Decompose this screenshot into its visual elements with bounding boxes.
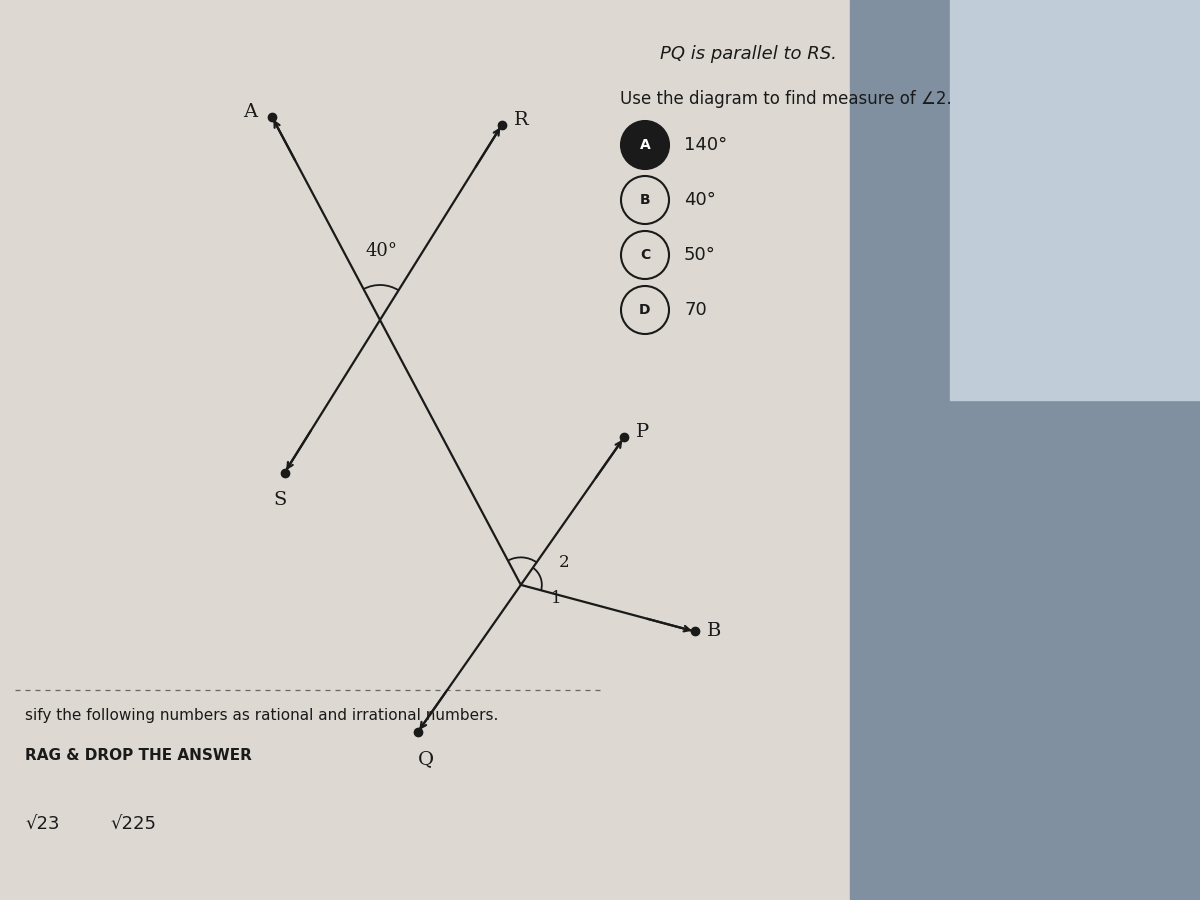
Text: P: P	[636, 423, 649, 441]
Bar	[850, 0, 1200, 900]
Text: 140°: 140°	[684, 136, 727, 154]
Text: 40°: 40°	[684, 191, 716, 209]
Text: RAG & DROP THE ANSWER: RAG & DROP THE ANSWER	[25, 748, 252, 763]
Text: 50°: 50°	[684, 246, 716, 264]
Text: S: S	[272, 491, 287, 508]
Text: sify the following numbers as rational and irrational numbers.: sify the following numbers as rational a…	[25, 708, 498, 723]
Text: B: B	[640, 193, 650, 207]
Bar	[0, 0, 850, 900]
Text: 1: 1	[551, 590, 562, 607]
Text: 70: 70	[684, 301, 707, 319]
Text: 40°: 40°	[366, 242, 398, 260]
Text: B: B	[707, 623, 721, 641]
Text: Use the diagram to find measure of ∠2.: Use the diagram to find measure of ∠2.	[620, 90, 952, 108]
Text: A: A	[640, 138, 650, 152]
Text: PQ is parallel to RS.: PQ is parallel to RS.	[660, 45, 836, 63]
Text: R: R	[514, 111, 529, 129]
Text: √225: √225	[110, 815, 156, 833]
Text: Q: Q	[418, 751, 433, 769]
Text: A: A	[242, 103, 257, 121]
Text: D: D	[640, 303, 650, 317]
Text: C: C	[640, 248, 650, 262]
Bar	[950, 0, 1200, 400]
Text: 2: 2	[559, 554, 570, 572]
Circle shape	[622, 121, 670, 169]
Text: √23: √23	[25, 815, 60, 833]
